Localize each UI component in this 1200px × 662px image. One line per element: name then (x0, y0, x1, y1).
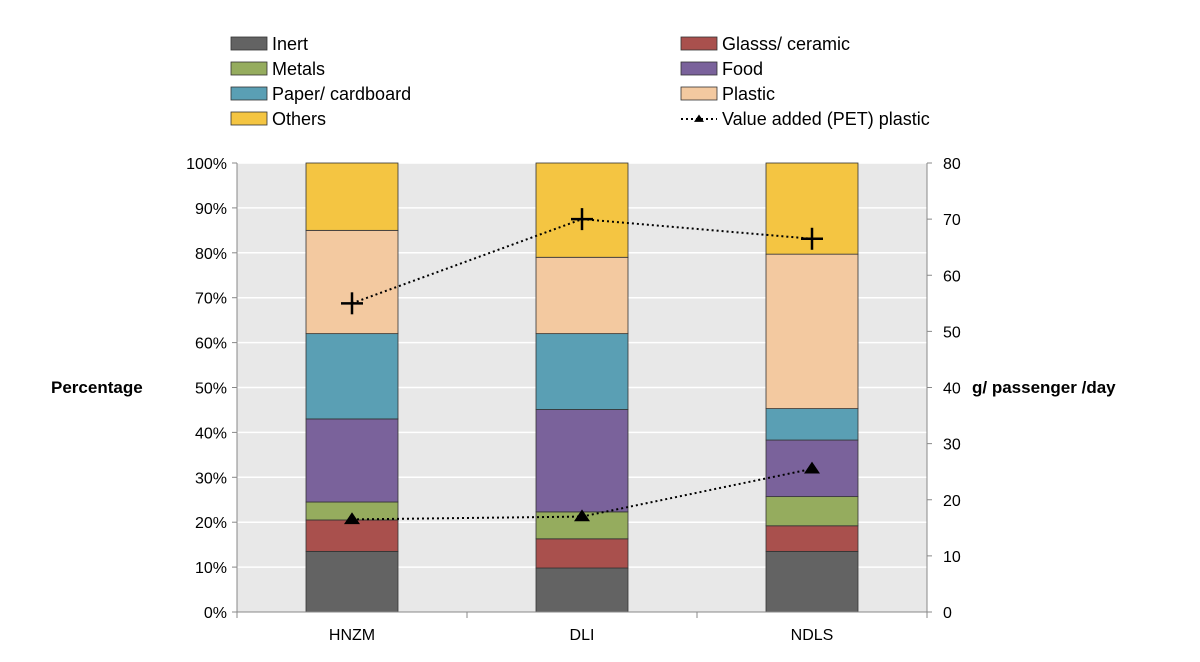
bar-segment (305, 333, 399, 420)
bar-segment (765, 253, 859, 410)
right-tick-label: 60 (943, 268, 961, 285)
bar-segment (535, 567, 629, 613)
legend-swatch (680, 36, 718, 51)
bar-segment (535, 409, 629, 513)
right-tick-label: 40 (943, 381, 961, 398)
bar-segment (305, 550, 399, 613)
triangle-marker (574, 509, 590, 522)
left-tick-label: 70% (195, 291, 227, 308)
left-tick-label: 10% (195, 560, 227, 577)
category-label: HNZM (329, 627, 375, 644)
right-tick-label: 10 (943, 549, 961, 566)
bar-segment (535, 333, 629, 410)
legend-label: Paper/ cardboard (272, 84, 411, 104)
right-tick-label: 70 (943, 212, 961, 229)
bar-segment (535, 511, 629, 540)
left-tick-label: 50% (195, 381, 227, 398)
left-axis-ticks: 0% 10% 20% 30% 40% 50% 60% 70% 80% 90% 100% (186, 156, 227, 622)
left-tick-label: 100% (186, 156, 227, 173)
category-label: DLI (570, 627, 595, 644)
legend-label: Food (722, 59, 763, 79)
bar-segment (305, 519, 399, 552)
triangle-marker (804, 461, 820, 474)
bar-segment (305, 162, 399, 231)
legend-swatch (680, 61, 718, 76)
right-axis-ticks: 0 10 20 30 40 50 60 70 80 (943, 156, 961, 622)
left-tick-label: 20% (195, 515, 227, 532)
bar-segment (765, 550, 859, 613)
legend-label: Metals (272, 59, 325, 79)
left-tick-label: 80% (195, 246, 227, 263)
legend-label: Glasss/ ceramic (722, 34, 850, 54)
line-series (341, 208, 823, 525)
right-tick-label: 20 (943, 493, 961, 510)
line-series-path (351, 218, 813, 305)
category-labels: HNZM DLI NDLS (329, 627, 833, 644)
triangle-marker (694, 114, 704, 122)
triangle-marker (344, 512, 360, 525)
bars (305, 162, 859, 613)
legend-swatch (230, 111, 268, 126)
bar-segment (535, 538, 629, 569)
right-tick-label: 0 (943, 605, 952, 622)
legend-swatch (680, 86, 718, 101)
bar-segment (765, 525, 859, 552)
legend-label: Value added (PET) plastic (722, 109, 930, 129)
legend-swatch (230, 36, 268, 51)
category-label: NDLS (791, 627, 834, 644)
legend-swatch (230, 61, 268, 76)
left-tick-label: 40% (195, 425, 227, 442)
bar-segment (305, 229, 399, 335)
left-tick-label: 30% (195, 470, 227, 487)
axes (232, 162, 932, 618)
right-tick-label: 30 (943, 437, 961, 454)
legend-label: Inert (272, 34, 308, 54)
left-tick-label: 0% (204, 605, 227, 622)
right-tick-label: 50 (943, 324, 961, 341)
left-tick-label: 90% (195, 201, 227, 218)
right-tick-label: 80 (943, 156, 961, 173)
left-tick-label: 60% (195, 336, 227, 353)
bar-segment (305, 418, 399, 503)
y-right-axis-title: g/ passenger /day (972, 378, 1116, 397)
bar-segment (765, 496, 859, 527)
legend: Inert Glasss/ ceramic Metals Food Paper/ car… (230, 34, 930, 129)
bar-segment (765, 408, 859, 441)
bar-segment (535, 256, 629, 335)
y-left-axis-title: Percentage (51, 378, 143, 397)
legend-label: Others (272, 109, 326, 129)
legend-swatch (230, 86, 268, 101)
legend-label: Plastic (722, 84, 775, 104)
